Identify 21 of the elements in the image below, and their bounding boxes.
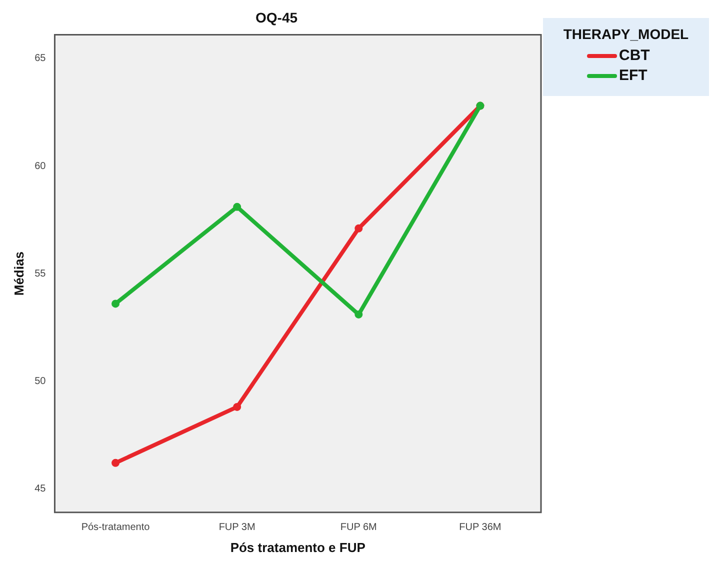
x-tick-label: FUP 36M [459, 522, 502, 534]
point [354, 224, 363, 232]
y-tick-label: 65 [34, 53, 46, 64]
y-tick-label: 45 [34, 483, 46, 494]
legend-title: THERAPY_MODEL [562, 26, 690, 42]
x-tick-label: Pós-tratamento [81, 522, 150, 534]
legend-label: EFT [619, 66, 648, 86]
x-axis-title: Pós tratamento e FUP [230, 540, 366, 555]
x-tick-label: FUP 6M [340, 522, 377, 534]
y-axis-title: Médias [11, 252, 26, 296]
point [233, 202, 242, 211]
point [112, 300, 120, 308]
point [354, 310, 363, 318]
legend-label: CBT [619, 46, 650, 66]
y-tick-label: 60 [34, 160, 46, 172]
chart-title: OQ-45 [255, 9, 298, 26]
y-tick-label: 55 [34, 268, 46, 280]
y-tick-label: 50 [34, 376, 46, 387]
point [112, 458, 120, 467]
point [233, 402, 242, 411]
x-tick-label: FUP 3M [218, 522, 256, 534]
